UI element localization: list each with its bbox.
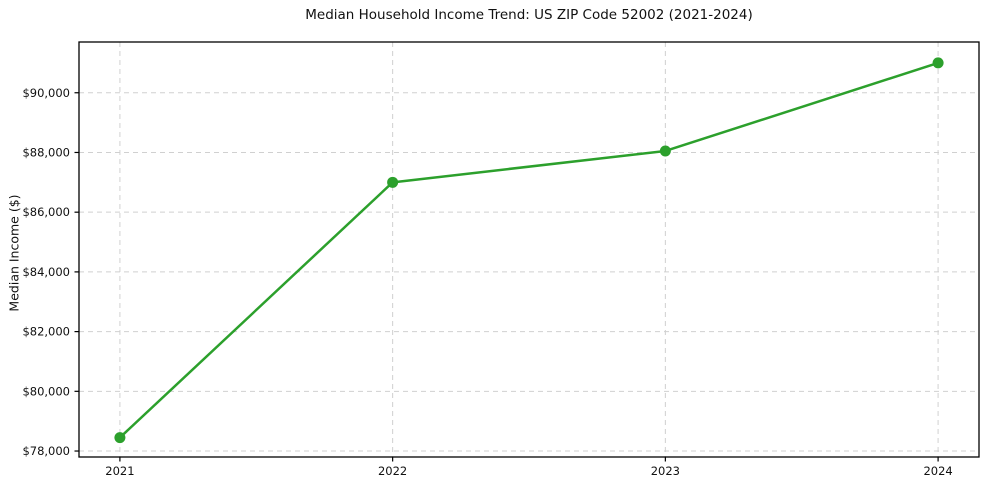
x-tick-label: 2021 — [105, 464, 134, 478]
y-tick-label: $78,000 — [22, 444, 70, 458]
data-point-marker — [932, 57, 944, 69]
chart-title: Median Household Income Trend: US ZIP Co… — [305, 7, 753, 23]
y-tick-label: $80,000 — [22, 384, 70, 398]
y-tick-label: $84,000 — [22, 265, 70, 279]
x-tick-label: 2023 — [651, 464, 680, 478]
y-tick-label: $88,000 — [22, 145, 70, 159]
axes-border — [78, 41, 980, 458]
data-point-marker — [114, 432, 126, 444]
data-point-marker — [659, 145, 671, 157]
y-tick-label: $86,000 — [22, 205, 70, 219]
data-point-marker — [387, 176, 399, 188]
y-tick-label: $82,000 — [22, 325, 70, 339]
x-tick-label: 2022 — [378, 464, 407, 478]
trend-line — [118, 61, 940, 439]
x-tick-label: 2024 — [923, 464, 952, 478]
y-tick-label: $90,000 — [22, 86, 70, 100]
